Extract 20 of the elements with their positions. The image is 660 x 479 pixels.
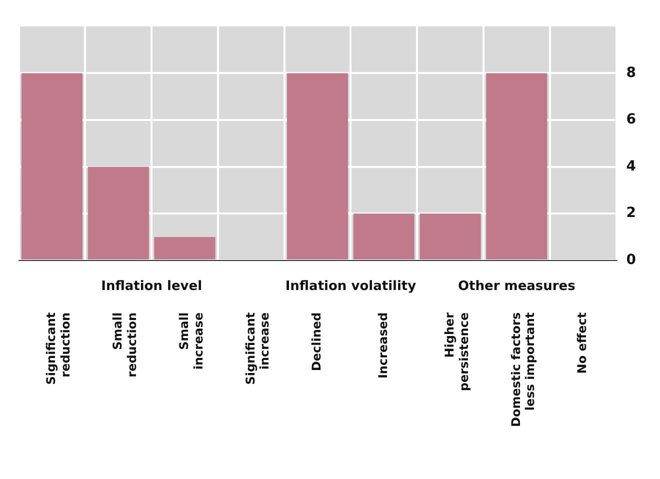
bar	[420, 214, 481, 260]
x-tick-label: Increased	[376, 312, 390, 379]
bar	[21, 73, 83, 260]
y-tick-label: 0	[626, 252, 636, 268]
bar	[154, 236, 216, 260]
x-tick-label: Declined	[310, 312, 324, 372]
y-tick-label: 4	[626, 158, 636, 174]
bar	[88, 166, 149, 260]
y-tick-label: 6	[626, 112, 636, 128]
text: Inflation level	[101, 278, 202, 294]
x-tick-label: No effect	[575, 312, 590, 374]
y-tick-label: 8	[626, 64, 636, 81]
x-tick-label: Significant reduction	[44, 312, 73, 385]
y-tick-label: 2	[626, 205, 636, 222]
bar	[353, 214, 414, 260]
bar	[486, 73, 548, 260]
x-tick-label: Higher persistence	[442, 312, 471, 392]
text: Other measures	[458, 278, 576, 294]
text: Inflation volatility	[285, 278, 417, 294]
bar	[286, 73, 348, 260]
